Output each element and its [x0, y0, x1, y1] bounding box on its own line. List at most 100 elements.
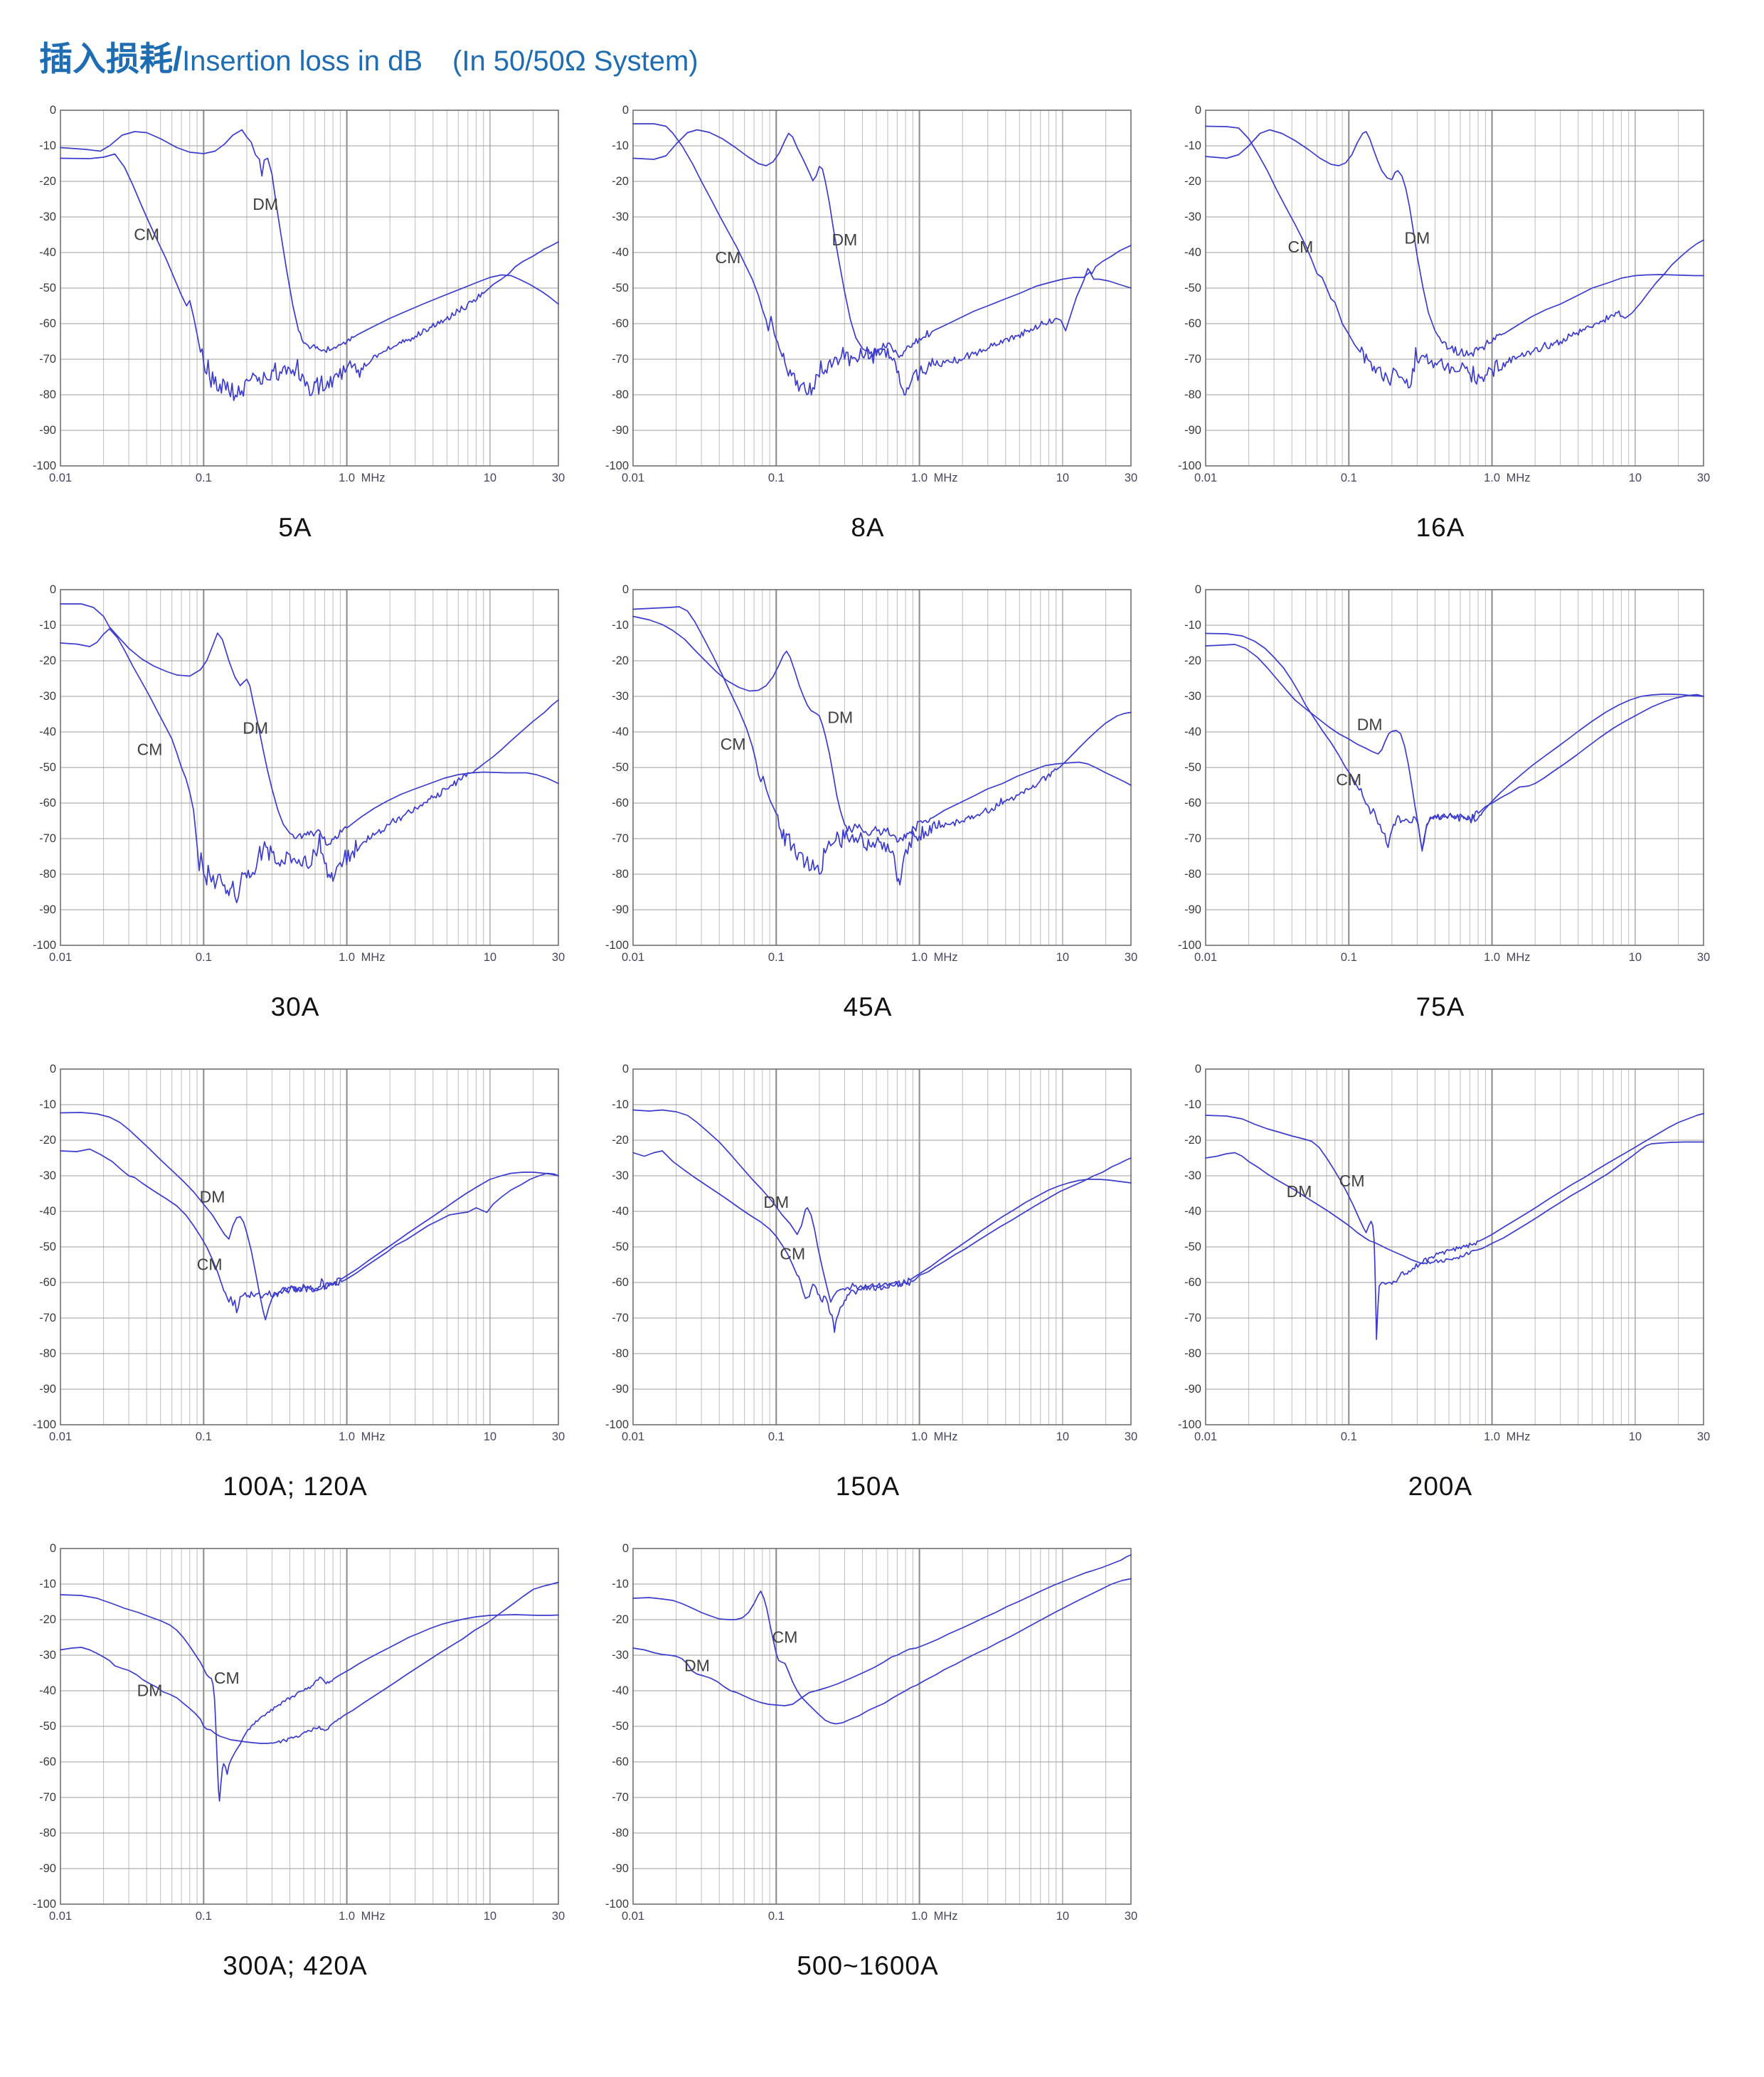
- x-tick-label: 30: [1697, 951, 1710, 964]
- x-tick-label: 1.0: [339, 951, 355, 964]
- x-tick-label: 1.0: [911, 1430, 928, 1443]
- plot-frame: [1205, 589, 1704, 946]
- y-tick-label: -100: [1178, 460, 1201, 472]
- cm-curve: [1205, 1112, 1704, 1340]
- grid: [60, 590, 559, 945]
- x-tick-label: 1.0: [911, 1910, 928, 1923]
- title-chinese: 插入损耗/: [39, 40, 183, 78]
- y-tick-label: -10: [39, 1578, 56, 1590]
- y-tick-label: -60: [39, 797, 56, 809]
- dm-curve-label: DM: [763, 1193, 789, 1211]
- y-tick-label: -30: [1184, 1169, 1201, 1182]
- y-tick-label: -70: [39, 832, 56, 845]
- y-tick-label: -80: [39, 1827, 56, 1839]
- cm-curve-label: CM: [716, 248, 741, 267]
- x-tick-label: 10: [1629, 472, 1642, 484]
- chart-caption-45A: 45A: [843, 992, 893, 1021]
- y-tick-label: -40: [39, 726, 56, 738]
- cm-curve: [1205, 125, 1704, 388]
- cm-curve: [632, 123, 1132, 395]
- y-tick-label: -90: [39, 903, 56, 916]
- dm-curve: [1205, 129, 1704, 357]
- plot-frame: [60, 1548, 559, 1905]
- y-tick-label: -90: [39, 1383, 56, 1396]
- y-tick-label: -60: [39, 1755, 56, 1768]
- chart-caption-8A: 8A: [851, 513, 885, 542]
- y-tick-label: -20: [612, 1134, 629, 1147]
- y-tick-label: -70: [612, 832, 629, 845]
- cm-curve: [60, 1594, 559, 1802]
- dm-curve-label: DM: [832, 230, 858, 249]
- y-tick-label: -50: [612, 282, 629, 294]
- chart-caption-30A: 30A: [270, 992, 320, 1021]
- x-tick-label: 0.1: [196, 1910, 212, 1923]
- charts-grid: 0 -10 -20 -30 -40 -50 -60 -70 -80 -90 -100 0.01 0.1 1…: [25, 100, 1764, 1981]
- y-tick-label: -80: [39, 388, 56, 401]
- y-tick-label: -10: [39, 139, 56, 152]
- chart-caption-150A: 150A: [835, 1472, 900, 1501]
- chart-caption-500A: 500~1600A: [797, 1951, 939, 1980]
- y-axis-labels: 0 -10 -20 -30 -40 -50 -60 -70 -80 -90 -100: [1178, 583, 1201, 952]
- chart-30A: 0 -10 -20 -30 -40 -50 -60 -70 -80 -90 -100 0.01 0.1 1…: [25, 580, 565, 1022]
- y-tick-label: -10: [1184, 1098, 1201, 1111]
- x-tick-label: 10: [1056, 951, 1069, 964]
- cm-curve-label: CM: [772, 1628, 798, 1647]
- y-tick-label: -40: [612, 1684, 629, 1697]
- y-tick-label: -10: [1184, 139, 1201, 152]
- y-axis-labels: 0 -10 -20 -30 -40 -50 -60 -70 -80 -90 -100: [1178, 104, 1201, 472]
- y-tick-label: -90: [39, 1862, 56, 1875]
- y-tick-label: 0: [1195, 583, 1201, 596]
- y-tick-label: -90: [612, 1862, 629, 1875]
- y-axis-labels: 0 -10 -20 -30 -40 -50 -60 -70 -80 -90 -100: [1178, 1063, 1201, 1431]
- chart-caption-75A: 75A: [1415, 992, 1465, 1021]
- x-tick-label: 10: [484, 951, 496, 964]
- x-tick-label: 0.01: [49, 472, 72, 484]
- x-tick-label: 0.01: [622, 1430, 644, 1443]
- y-tick-label: -80: [1184, 868, 1201, 881]
- y-tick-label: -60: [1184, 1276, 1201, 1289]
- x-axis-unit: MHz: [934, 951, 958, 964]
- y-tick-label: -80: [612, 1827, 629, 1839]
- chart-16A: 0 -10 -20 -30 -40 -50 -60 -70 -80 -90 -100 0.01 0.1 1…: [1170, 100, 1711, 543]
- y-tick-label: -50: [39, 282, 56, 294]
- x-axis-unit: MHz: [361, 1430, 386, 1443]
- y-tick-label: -60: [1184, 317, 1201, 330]
- y-tick-label: -30: [39, 211, 56, 223]
- title-system: (In 50/50Ω System): [452, 46, 698, 77]
- y-tick-label: -60: [612, 1276, 629, 1289]
- y-tick-label: -80: [39, 1347, 56, 1360]
- y-tick-label: -100: [605, 939, 629, 952]
- x-tick-label: 0.1: [196, 472, 212, 484]
- chart-caption-16A: 16A: [1415, 513, 1465, 542]
- x-tick-label: 0.1: [196, 951, 212, 964]
- x-tick-label: 0.01: [622, 951, 644, 964]
- y-axis-labels: 0 -10 -20 -30 -40 -50 -60 -70 -80 -90 -100: [33, 583, 56, 952]
- y-tick-label: -80: [1184, 388, 1201, 401]
- y-tick-label: -40: [612, 726, 629, 738]
- x-tick-label: 30: [1125, 472, 1137, 484]
- x-axis-labels: 0.01 0.1 1.0 10 30 MHz: [49, 472, 565, 484]
- x-tick-label: 1.0: [1484, 472, 1500, 484]
- x-tick-label: 0.1: [768, 951, 785, 964]
- y-tick-label: -30: [1184, 690, 1201, 703]
- y-tick-label: -10: [612, 139, 629, 152]
- y-tick-label: -90: [1184, 903, 1201, 916]
- x-axis-labels: 0.01 0.1 1.0 10 30 MHz: [622, 472, 1137, 484]
- cm-curve-label: CM: [137, 740, 163, 759]
- y-tick-label: -80: [612, 1347, 629, 1360]
- y-tick-label: -40: [612, 1205, 629, 1218]
- x-tick-label: 10: [484, 472, 496, 484]
- x-axis-labels: 0.01 0.1 1.0 10 30 MHz: [49, 951, 565, 964]
- x-axis-unit: MHz: [934, 1430, 958, 1443]
- y-tick-label: -60: [39, 1276, 56, 1289]
- x-tick-label: 0.01: [1194, 951, 1217, 964]
- x-tick-label: 0.1: [1341, 951, 1357, 964]
- x-axis-unit: MHz: [361, 1910, 386, 1923]
- y-tick-label: -10: [39, 1098, 56, 1111]
- y-tick-label: -90: [612, 1383, 629, 1396]
- x-tick-label: 10: [1629, 951, 1642, 964]
- grid: [60, 110, 559, 466]
- x-axis-unit: MHz: [361, 472, 386, 484]
